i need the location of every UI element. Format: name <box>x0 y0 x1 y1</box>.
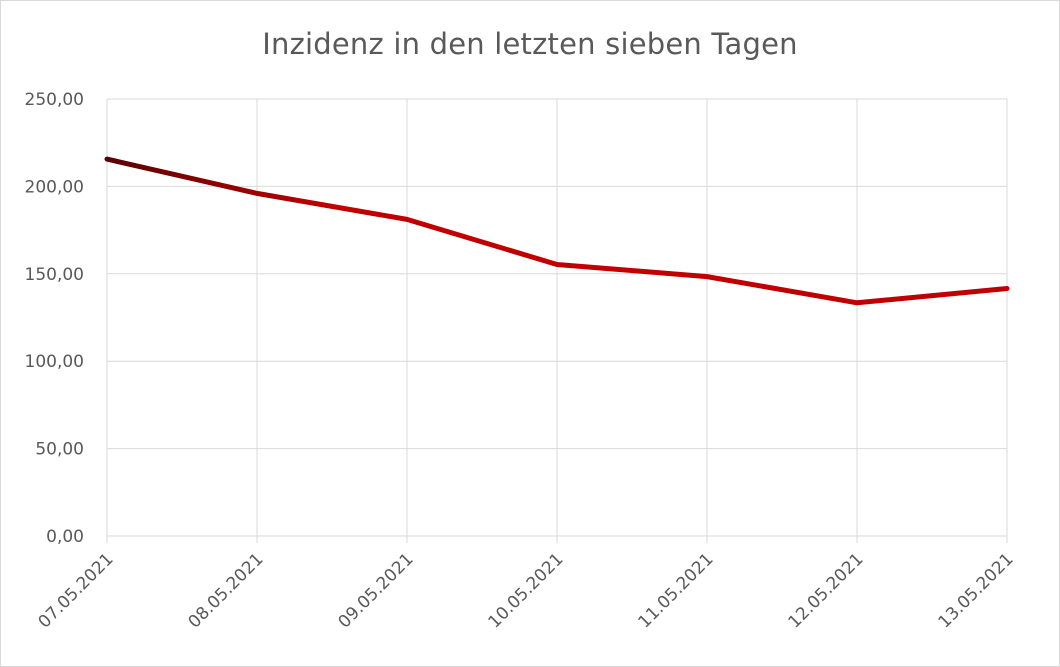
x-tick-label: 12.05.2021 <box>785 549 868 632</box>
y-tick-label: 200,00 <box>25 177 84 197</box>
x-tick-label: 09.05.2021 <box>335 549 418 632</box>
y-tick-label: 50,00 <box>35 440 84 460</box>
x-tick-label: 07.05.2021 <box>35 549 118 632</box>
grid-layer <box>106 98 1008 543</box>
y-axis-ticks: 0,00 50,00 100,00 150,00 200,00 250,00 <box>25 90 84 547</box>
x-tick-label: 08.05.2021 <box>185 549 268 632</box>
y-tick-label: 250,00 <box>25 90 84 110</box>
x-tick-label: 13.05.2021 <box>935 549 1018 632</box>
y-tick-label: 0,00 <box>46 527 84 547</box>
chart-title: Inzidenz in den letzten sieben Tagen <box>262 27 798 61</box>
y-tick-label: 150,00 <box>25 265 84 285</box>
x-tick-label: 10.05.2021 <box>485 549 568 632</box>
y-tick-label: 100,00 <box>25 352 84 372</box>
series-layer <box>104 156 1010 306</box>
series-line <box>104 156 1010 306</box>
x-tick-label: 11.05.2021 <box>635 549 718 632</box>
x-axis-ticks: 07.05.2021 08.05.2021 09.05.2021 10.05.2021… <box>35 549 1018 632</box>
